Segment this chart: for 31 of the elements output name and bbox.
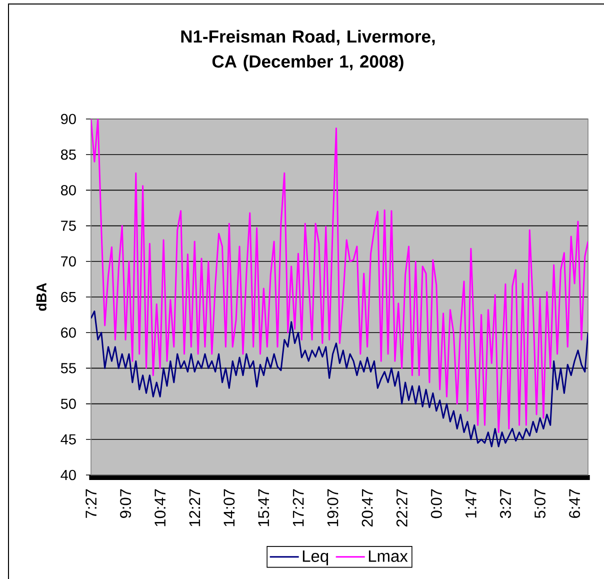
y-tick-label: 50 <box>60 398 76 409</box>
legend-label: Lmax <box>368 550 408 562</box>
x-tick-label: 22:27 <box>396 489 408 527</box>
x-tick-label: 10:47 <box>154 489 166 526</box>
y-tick-label: 60 <box>61 327 76 338</box>
legend-label: Leq <box>302 550 328 566</box>
x-tick-label: 6:47 <box>569 489 580 518</box>
x-tick-label: 1:47 <box>466 489 476 518</box>
x-tick-label: 20:47 <box>362 489 373 527</box>
y-tick-label: 40 <box>60 470 76 480</box>
y-tick-label: 55 <box>60 363 76 374</box>
x-tick-label: 3:27 <box>500 489 511 518</box>
y-axis-title: dBA <box>36 282 46 311</box>
x-tick-label: 9:07 <box>120 489 132 518</box>
y-tick-label: 85 <box>60 149 76 160</box>
x-tick-label: 12:27 <box>189 489 200 526</box>
x-tick-label: 19:07 <box>327 489 338 526</box>
y-tick-label: 65 <box>61 292 76 302</box>
y-tick-label: 70 <box>61 256 76 267</box>
y-tick-label: 45 <box>60 434 76 444</box>
x-tick-label: 14:07 <box>224 489 235 526</box>
x-tick-label: 15:47 <box>258 489 270 526</box>
y-tick-label: 80 <box>60 185 76 196</box>
y-tick-label: 90 <box>61 114 76 124</box>
line-series <box>91 119 588 434</box>
x-tick-label: 0:07 <box>430 489 442 518</box>
x-tick-label: 7:27 <box>86 489 96 518</box>
x-tick-label: 17:27 <box>292 489 304 526</box>
y-tick-label: 75 <box>61 220 76 231</box>
x-tick-label: 5:07 <box>534 489 546 518</box>
chart-title: N1-Freisman Road, Livermore, CA (December 1, 2008) <box>181 30 435 72</box>
